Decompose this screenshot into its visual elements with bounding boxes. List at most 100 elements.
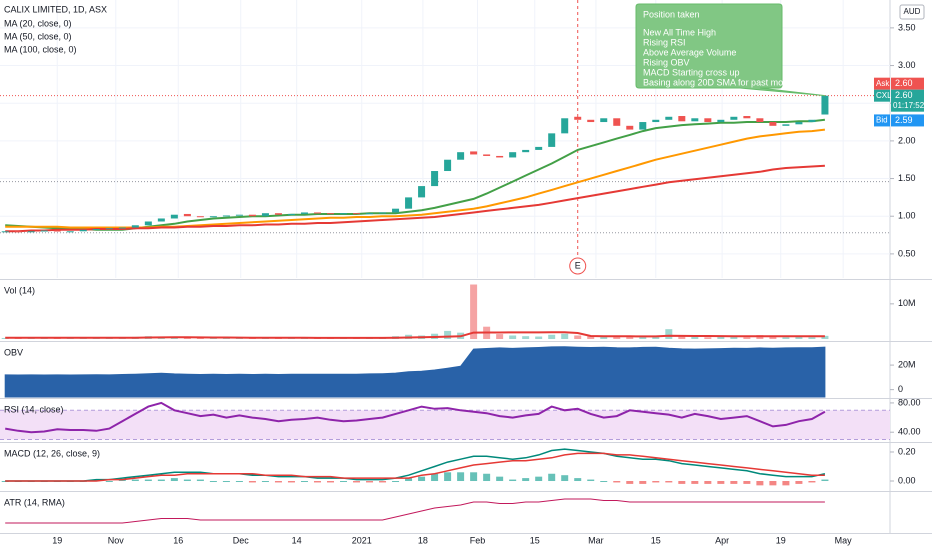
event-label: E: [575, 260, 581, 270]
candle: [53, 230, 61, 232]
candle: [131, 225, 139, 228]
candle: [795, 122, 803, 125]
candle: [79, 229, 87, 232]
y-tick-label: 10M: [898, 298, 916, 308]
macd-histogram: [313, 481, 321, 483]
pane-separators: [0, 279, 932, 534]
candle: [92, 229, 100, 231]
candle: [40, 230, 48, 232]
x-tick-label: 15: [651, 535, 661, 545]
candle: [496, 155, 504, 158]
macd-line: [5, 448, 826, 482]
macd-histogram: [678, 481, 686, 484]
volume-bar: [691, 336, 699, 339]
rsi-band: [0, 410, 890, 440]
macd-histogram: [600, 481, 608, 483]
candle: [600, 118, 608, 123]
macd-histogram: [470, 472, 478, 482]
macd-histogram: [157, 479, 165, 482]
x-tick-label: 16: [173, 535, 183, 545]
y-tick-label: 3.00: [898, 60, 916, 70]
macd-histogram: [769, 481, 777, 486]
y-tick-label: 80.00: [898, 397, 921, 407]
macd-histogram: [144, 479, 152, 482]
candle: [717, 119, 725, 123]
candle: [261, 213, 269, 217]
price-label-name: Ask: [876, 79, 890, 88]
volume-bar: [795, 336, 803, 339]
callout-line: Above Average Volume: [643, 47, 736, 57]
volume-bar: [444, 330, 452, 339]
macd-histogram: [300, 481, 308, 483]
callout-line: Basing along 20D SMA for past month: [643, 77, 796, 87]
macd-histogram: [756, 481, 764, 486]
volume-bar: [808, 337, 816, 339]
callout-line: New All Time High: [643, 27, 716, 37]
y-tick-label: 1.00: [898, 211, 916, 221]
macd-histogram: [379, 481, 387, 483]
moving-average: [5, 164, 825, 233]
candle: [769, 122, 777, 126]
macd-histogram: [717, 481, 725, 484]
y-tick-label: 3.50: [898, 22, 916, 32]
volume-bar: [639, 336, 647, 339]
macd-histogram: [496, 476, 504, 482]
candle: [431, 171, 439, 187]
candle: [144, 221, 152, 226]
plot: 19 Nov 16 Dec 14 2021 18 Feb 15 Mar 15 Apr 19 May 0.50…: [0, 0, 921, 545]
volume-bar: [196, 337, 204, 339]
volume-bar: [678, 335, 686, 339]
macd-histogram: [431, 473, 439, 482]
currency-box[interactable]: [899, 4, 925, 20]
candle: [287, 213, 295, 215]
legend-entry: MA (20, close, 0): [4, 18, 72, 28]
price-label-value: 2.59: [895, 115, 913, 125]
candle: [743, 116, 751, 119]
pane-title: OBV: [4, 347, 23, 357]
macd-histogram: [548, 473, 556, 482]
y-tick-label: 0.00: [898, 475, 916, 485]
indicator-line: [5, 401, 826, 434]
macd-histogram: [170, 478, 178, 482]
candle: [691, 118, 699, 122]
y-tick-label: 0.50: [898, 248, 916, 258]
legend-entry: MA (50, close, 0): [4, 31, 72, 41]
macd-histogram: [353, 481, 361, 483]
candle: [470, 151, 478, 155]
price-label-tag: [874, 114, 890, 127]
candle: [652, 119, 660, 123]
volume-bar: [743, 337, 751, 339]
candle: [587, 119, 595, 123]
volume-bar: [522, 336, 530, 339]
candle: [274, 213, 282, 215]
candle: [561, 118, 569, 134]
volume-bar: [704, 337, 712, 339]
signal-line: [5, 452, 825, 482]
price-label-name: CXL: [876, 91, 892, 100]
macd-histogram: [392, 481, 400, 483]
x-tick-label: Dec: [233, 535, 250, 545]
price-label-value: 2.60: [895, 78, 913, 88]
macd-histogram: [483, 473, 491, 482]
candle: [248, 214, 256, 217]
macd-histogram: [613, 481, 621, 483]
volume-bar: [509, 335, 517, 339]
pane-title: MACD (12, 26, close, 9): [4, 448, 100, 458]
candle: [639, 122, 647, 130]
macd-histogram: [418, 476, 426, 482]
callout-line: Rising OBV: [643, 57, 690, 67]
y-tick-label: 0.20: [898, 446, 916, 456]
candle: [183, 213, 191, 217]
x-tick-label: Apr: [715, 535, 729, 545]
macd-histogram: [704, 481, 712, 484]
macd-histogram: [457, 472, 465, 482]
candle: [222, 215, 230, 217]
x-tick-label: 19: [52, 535, 62, 545]
volume-bar: [600, 336, 608, 339]
candle: [340, 213, 348, 215]
candle: [196, 216, 204, 218]
volume-bar: [626, 336, 634, 339]
callout-line: MACD Starting cross up: [643, 67, 740, 77]
macd-histogram: [105, 481, 113, 483]
volume-bar: [730, 336, 738, 339]
